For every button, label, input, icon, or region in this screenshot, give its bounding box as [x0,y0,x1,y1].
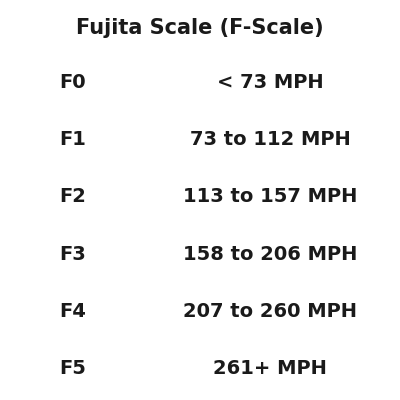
Text: 113 to 157 MPH: 113 to 157 MPH [183,187,357,206]
Text: Fujita Scale (F-Scale): Fujita Scale (F-Scale) [76,18,324,38]
Text: 158 to 206 MPH: 158 to 206 MPH [183,244,357,264]
Text: F0: F0 [60,73,86,92]
Text: F2: F2 [60,187,86,206]
Text: 207 to 260 MPH: 207 to 260 MPH [183,302,357,321]
Text: 261+ MPH: 261+ MPH [213,359,327,378]
Text: F5: F5 [60,359,86,378]
Text: F1: F1 [60,130,86,149]
Text: F4: F4 [60,302,86,321]
Text: F3: F3 [60,244,86,264]
Text: 73 to 112 MPH: 73 to 112 MPH [190,130,350,149]
Text: < 73 MPH: < 73 MPH [217,73,323,92]
